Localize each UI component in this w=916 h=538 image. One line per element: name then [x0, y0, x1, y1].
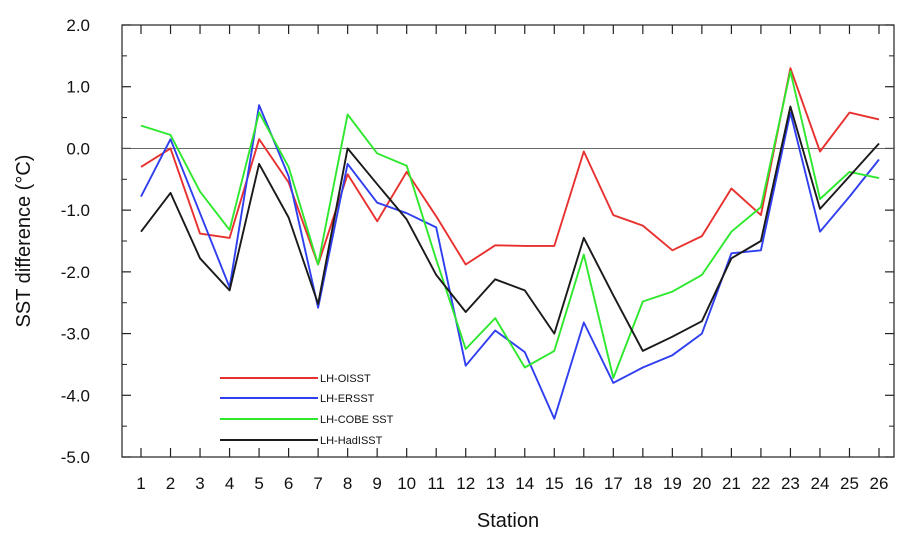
y-tick-label: -5.0	[61, 448, 90, 467]
series-line-lh-cobe-sst	[140, 70, 880, 379]
legend: LH-OISST LH-ERSST LH-COBE SST LH-HadISST	[220, 373, 394, 447]
x-tick-label: 9	[372, 474, 381, 493]
x-tick-label: 3	[195, 474, 204, 493]
x-tick-label: 1	[136, 474, 145, 493]
axes: 2.01.00.0-1.0-2.0-3.0-4.0-5.01 2 3 4 5 6 7 8 9 10…	[61, 16, 895, 493]
y-axis-title: SST difference (°C)	[13, 155, 35, 328]
y-tick-label: -1.0	[61, 201, 90, 220]
x-tick-label: 20	[692, 474, 711, 493]
x-tick-label: 4	[225, 474, 234, 493]
x-tick-label: 15	[545, 474, 564, 493]
x-tick-label: 2	[166, 474, 175, 493]
x-tick-label: 7	[313, 474, 322, 493]
legend-label: LH-COBE SST	[320, 414, 394, 426]
x-tick-label: 14	[515, 474, 534, 493]
series-line-lh-hadisst	[140, 105, 880, 352]
legend-label: LH-HadISST	[320, 435, 383, 447]
x-tick-label: 22	[751, 474, 770, 493]
y-tick-label: 2.0	[66, 16, 90, 35]
x-tick-label: 21	[722, 474, 741, 493]
x-tick-label: 6	[284, 474, 293, 493]
x-tick-label: 24	[810, 474, 829, 493]
x-tick-label: 18	[633, 474, 652, 493]
x-tick-label: 17	[604, 474, 623, 493]
x-axis-title: Station	[477, 510, 539, 532]
y-tick-label: -4.0	[61, 386, 90, 405]
y-tick-label: -3.0	[61, 325, 90, 344]
x-tick-label: 26	[870, 474, 889, 493]
series-line-lh-oisst	[140, 67, 880, 266]
y-tick-label: -2.0	[61, 263, 90, 282]
y-tick-label: 1.0	[66, 78, 90, 97]
legend-label: LH-OISST	[320, 373, 371, 385]
legend-label: LH-ERSST	[320, 393, 375, 405]
x-tick-label: 12	[456, 474, 475, 493]
series-lines	[140, 67, 880, 420]
x-tick-label: 8	[343, 474, 352, 493]
x-tick-label: 25	[840, 474, 859, 493]
x-tick-label: 19	[663, 474, 682, 493]
x-tick-label: 5	[254, 474, 263, 493]
x-tick-label: 11	[427, 474, 445, 493]
x-tick-label: 16	[574, 474, 593, 493]
x-tick-label: 13	[486, 474, 505, 493]
series-line-lh-ersst	[140, 104, 880, 420]
y-tick-label: 0.0	[66, 139, 90, 158]
x-tick-label: 10	[397, 474, 416, 493]
x-tick-label: 23	[781, 474, 800, 493]
